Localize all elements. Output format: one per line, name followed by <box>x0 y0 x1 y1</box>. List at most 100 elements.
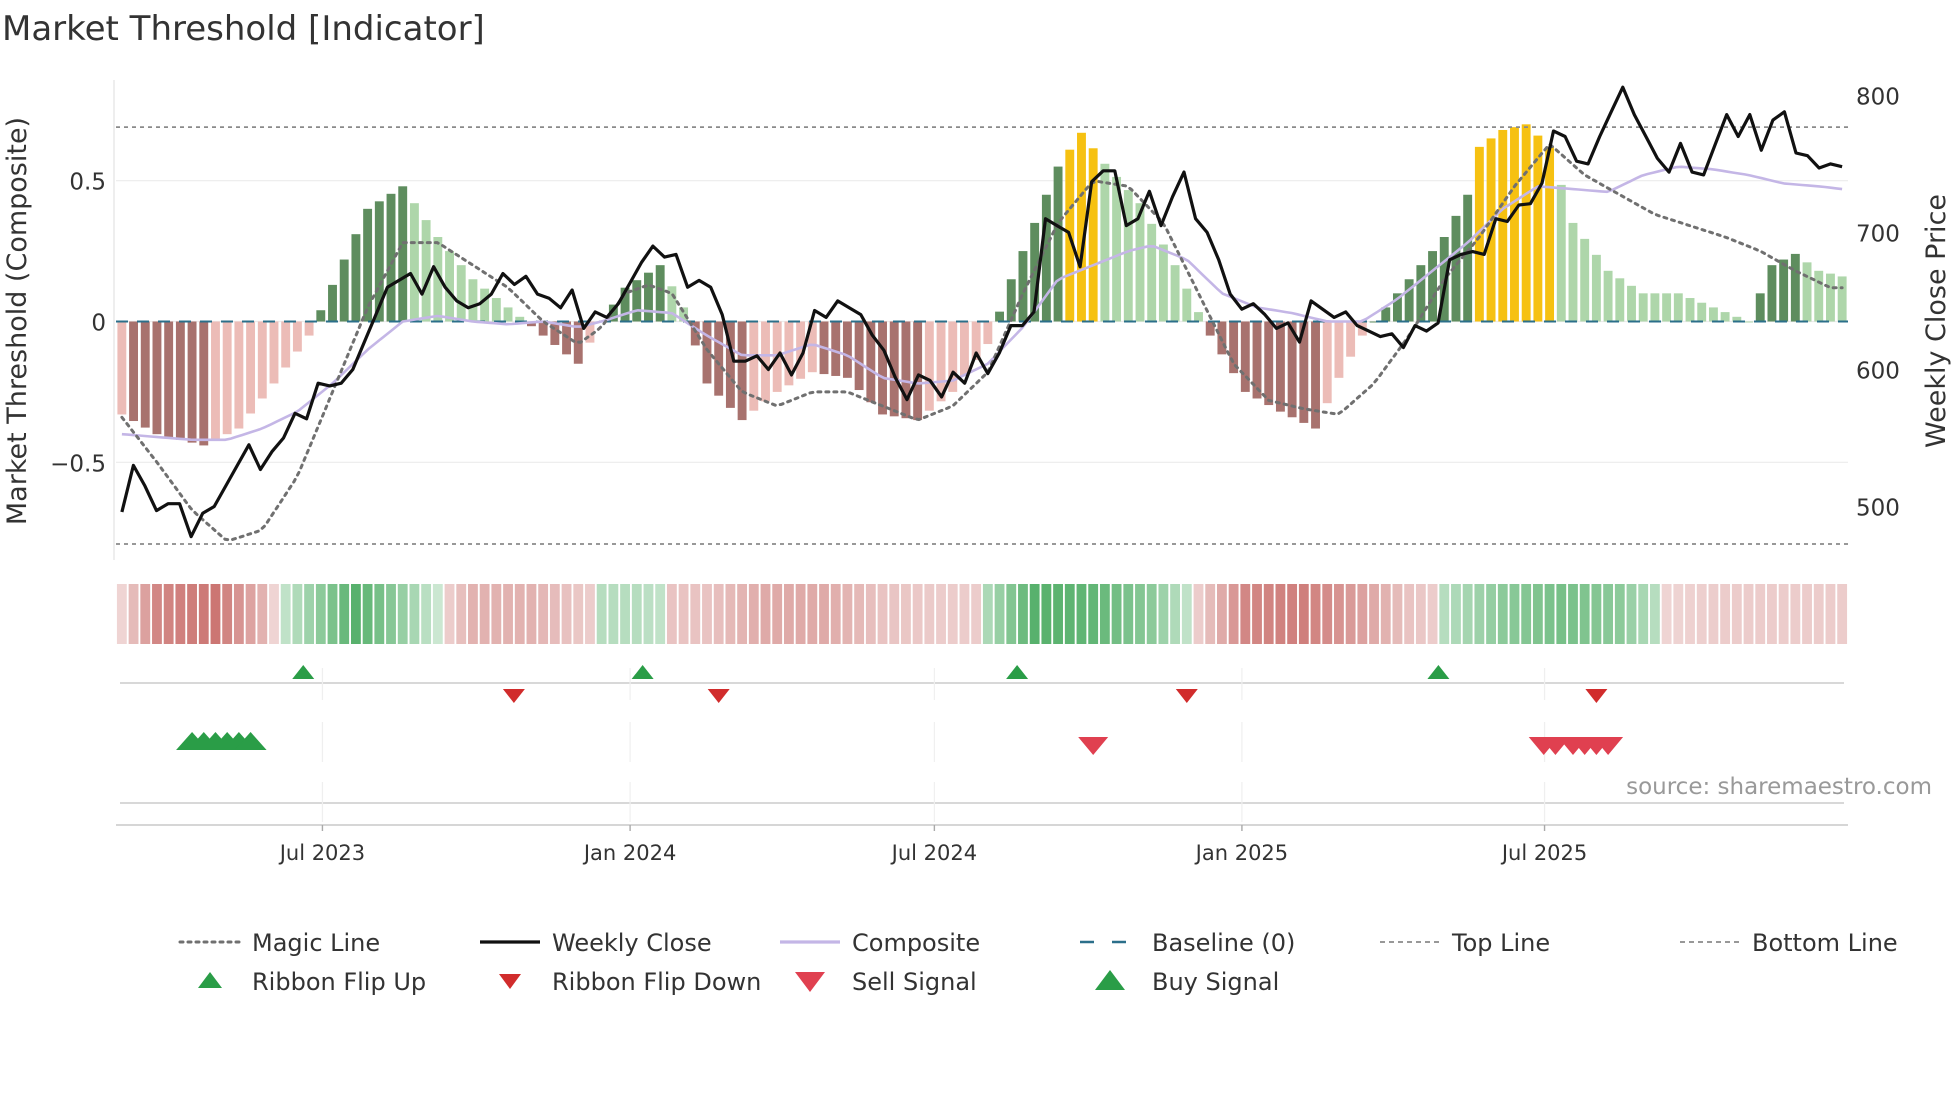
composite-bar <box>1755 293 1765 322</box>
composite-bar <box>1463 194 1473 322</box>
ribbon-cell <box>1626 584 1637 644</box>
ribbon-cell <box>1474 584 1485 644</box>
composite-bar <box>690 321 700 346</box>
ribbon-cell <box>526 584 537 644</box>
composite-bar <box>854 321 864 391</box>
ribbon-cell <box>444 584 455 644</box>
ribbon-cell <box>643 584 654 644</box>
ribbon-cell <box>432 584 443 644</box>
composite-bar <box>269 321 279 384</box>
composite-bar <box>1404 279 1414 322</box>
ribbon-cell <box>386 584 396 644</box>
signal-markers <box>120 665 1844 822</box>
composite-bar <box>538 321 548 336</box>
ribbon-cell <box>702 584 712 644</box>
ribbon-cell <box>1661 584 1672 644</box>
composite-bar <box>901 321 911 419</box>
composite-bar <box>1322 321 1332 404</box>
composite-bar <box>1053 166 1063 322</box>
composite-bar <box>1837 276 1847 322</box>
ribbon-cell <box>690 584 701 644</box>
composite-bar <box>1135 203 1145 322</box>
ribbon-cell <box>1357 584 1368 644</box>
composite-bar <box>1603 270 1613 322</box>
ribbon-flip-up-marker <box>292 665 315 679</box>
composite-bar <box>1498 129 1508 322</box>
composite-bar <box>316 310 326 322</box>
ribbon-cell <box>889 584 900 644</box>
composite-bar <box>1790 253 1800 322</box>
legend-label: Ribbon Flip Down <box>552 968 761 996</box>
y-tick-label-right: 500 <box>1856 495 1900 521</box>
composite-bar <box>222 321 232 435</box>
composite-bar <box>1240 321 1250 392</box>
composite-bar <box>1123 190 1133 322</box>
ribbon-cell <box>1544 584 1555 644</box>
ribbon-cell <box>1099 584 1110 644</box>
ribbon-cell <box>666 584 677 644</box>
ribbon-cell <box>1252 584 1262 644</box>
composite-bar <box>1474 146 1484 322</box>
composite-bar <box>1708 307 1718 322</box>
composite-bar <box>655 265 665 322</box>
ribbon-cell <box>1731 584 1742 644</box>
ribbon-cell <box>1568 584 1578 644</box>
ribbon-cell <box>1334 584 1344 644</box>
legend-label: Sell Signal <box>852 968 977 996</box>
composite-bar <box>1533 135 1543 322</box>
composite-bar <box>632 280 642 322</box>
composite-bar <box>1088 148 1098 322</box>
composite-bar <box>1650 293 1660 322</box>
composite-bar <box>1018 251 1028 322</box>
ribbon-flip-down-marker <box>1585 689 1608 703</box>
ribbon-cell <box>503 584 513 644</box>
legend-label: Buy Signal <box>1152 968 1279 996</box>
ribbon-cell <box>374 584 385 644</box>
composite-bar <box>1673 293 1683 322</box>
composite-bar <box>164 321 174 437</box>
ribbon-cell <box>924 584 935 644</box>
composite-bar <box>515 316 525 322</box>
x-tick-label: Jan 2024 <box>582 841 677 865</box>
composite-bar <box>1627 285 1636 322</box>
composite-bar <box>1685 298 1695 322</box>
composite-bar <box>749 321 759 411</box>
x-tick-label: Jan 2025 <box>1194 841 1289 865</box>
sell-signal-marker <box>1078 737 1109 755</box>
ribbon-cell <box>1521 584 1532 644</box>
composite-bar <box>187 321 197 443</box>
composite-bar <box>644 272 653 322</box>
ribbon-cell <box>912 584 923 644</box>
composite-bar <box>1428 251 1438 322</box>
composite-bar <box>468 279 478 322</box>
ribbon-cell <box>620 584 630 644</box>
composite-bar <box>1381 307 1391 322</box>
composite-bar <box>409 203 419 322</box>
composite-bar <box>1346 321 1356 357</box>
composite-bar <box>211 321 220 440</box>
composite-bar <box>761 321 770 402</box>
ribbon-cell <box>257 584 268 644</box>
composite-bar <box>1170 265 1180 322</box>
composite-bar <box>995 311 1005 322</box>
ribbon-cell <box>795 584 806 644</box>
composite-bar <box>1334 321 1344 378</box>
ribbon-cell <box>140 584 151 644</box>
composite-bar <box>620 287 630 322</box>
ribbon-cell <box>1298 584 1309 644</box>
ribbon-cell <box>772 584 783 644</box>
composite-bar <box>1147 223 1157 322</box>
ribbon-cell <box>1767 584 1777 644</box>
legend-label: Ribbon Flip Up <box>252 968 426 996</box>
composite-bars <box>117 124 1847 446</box>
composite-bar <box>445 251 454 322</box>
composite-bar <box>1521 124 1531 322</box>
ribbon-cell <box>1170 584 1181 644</box>
ribbon-cell <box>421 584 432 644</box>
ribbon-cell <box>187 584 197 644</box>
composite-bar <box>1638 293 1648 322</box>
composite-bar <box>1662 293 1672 322</box>
ribbon-cell <box>1415 584 1426 644</box>
ribbon-cell <box>1369 584 1379 644</box>
ribbon-cell <box>549 584 560 644</box>
